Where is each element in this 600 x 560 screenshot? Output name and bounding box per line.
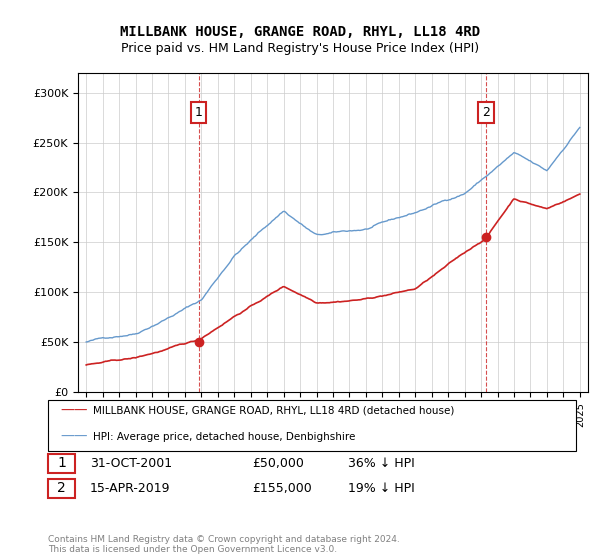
Text: HPI: Average price, detached house, Denbighshire: HPI: Average price, detached house, Denb… (93, 432, 355, 442)
Text: 2: 2 (58, 481, 66, 495)
Text: Contains HM Land Registry data © Crown copyright and database right 2024.
This d: Contains HM Land Registry data © Crown c… (48, 535, 400, 554)
Text: Price paid vs. HM Land Registry's House Price Index (HPI): Price paid vs. HM Land Registry's House … (121, 42, 479, 55)
Text: 2: 2 (482, 106, 490, 119)
Text: ——: —— (60, 403, 88, 418)
Text: 36% ↓ HPI: 36% ↓ HPI (348, 456, 415, 470)
Text: £155,000: £155,000 (252, 482, 312, 495)
Text: 31-OCT-2001: 31-OCT-2001 (90, 456, 172, 470)
Text: 1: 1 (58, 456, 66, 470)
Text: MILLBANK HOUSE, GRANGE ROAD, RHYL, LL18 4RD: MILLBANK HOUSE, GRANGE ROAD, RHYL, LL18 … (120, 25, 480, 39)
Text: 1: 1 (194, 106, 203, 119)
Text: ——: —— (60, 430, 88, 444)
Text: 15-APR-2019: 15-APR-2019 (90, 482, 170, 495)
Text: MILLBANK HOUSE, GRANGE ROAD, RHYL, LL18 4RD (detached house): MILLBANK HOUSE, GRANGE ROAD, RHYL, LL18 … (93, 405, 454, 416)
Text: £50,000: £50,000 (252, 456, 304, 470)
Text: 19% ↓ HPI: 19% ↓ HPI (348, 482, 415, 495)
